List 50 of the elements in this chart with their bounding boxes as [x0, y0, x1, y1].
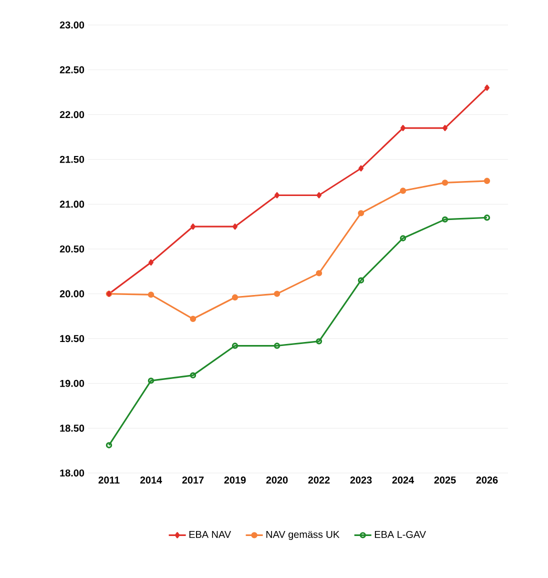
- x-tick-label: 2026: [476, 476, 498, 484]
- y-tick-label: 21.00: [60, 200, 84, 208]
- point: [484, 178, 490, 184]
- point: [232, 342, 238, 349]
- x-tick-label: 2011: [98, 476, 120, 484]
- point: [442, 124, 448, 132]
- point: [358, 165, 364, 172]
- x-tick-label: 2017: [182, 476, 204, 484]
- point: [274, 290, 280, 297]
- point: [442, 216, 448, 223]
- point: [148, 292, 154, 298]
- point: [400, 188, 406, 194]
- legend-label: EBA L-GAV: [374, 530, 426, 538]
- x-tick-label: 2025: [434, 476, 456, 484]
- y-tick-label: 18.50: [60, 424, 84, 432]
- y-tick-label: 18.00: [60, 469, 84, 477]
- x-tick-label: 2020: [266, 476, 288, 484]
- point: [148, 378, 154, 384]
- legend-label: NAV gemäss UK: [266, 530, 340, 540]
- point: [232, 294, 238, 300]
- x-tick-label: 2014: [140, 476, 162, 484]
- point: [484, 84, 490, 91]
- point: [274, 192, 280, 198]
- y-tick-label: 19.00: [60, 380, 84, 387]
- y-tick-label: 20.00: [60, 290, 84, 298]
- y-tick-label: 19.50: [60, 335, 84, 342]
- point: [316, 338, 322, 344]
- y-tick-label: 22.00: [60, 111, 84, 118]
- x-tick-label: 2024: [392, 476, 414, 484]
- x-tick-label: 2023: [350, 476, 372, 484]
- point: [400, 235, 406, 242]
- point: [190, 224, 196, 230]
- point: [190, 372, 196, 378]
- point: [316, 192, 322, 198]
- y-tick-label: 23.00: [60, 21, 84, 29]
- x-tick-label: 2019: [224, 476, 246, 484]
- point: [358, 210, 364, 216]
- point: [274, 342, 280, 349]
- y-tick-label: 22.50: [60, 66, 84, 74]
- legend-label: EBA NAV: [189, 530, 232, 538]
- point: [148, 259, 154, 266]
- point: [190, 316, 196, 322]
- point: [316, 270, 322, 276]
- point: [400, 124, 406, 132]
- point: [232, 224, 238, 230]
- point: [358, 277, 364, 284]
- x-tick-label: 2022: [308, 476, 330, 484]
- y-tick-label: 20.50: [60, 245, 84, 253]
- y-tick-label: 21.50: [60, 156, 84, 163]
- point: [442, 180, 448, 186]
